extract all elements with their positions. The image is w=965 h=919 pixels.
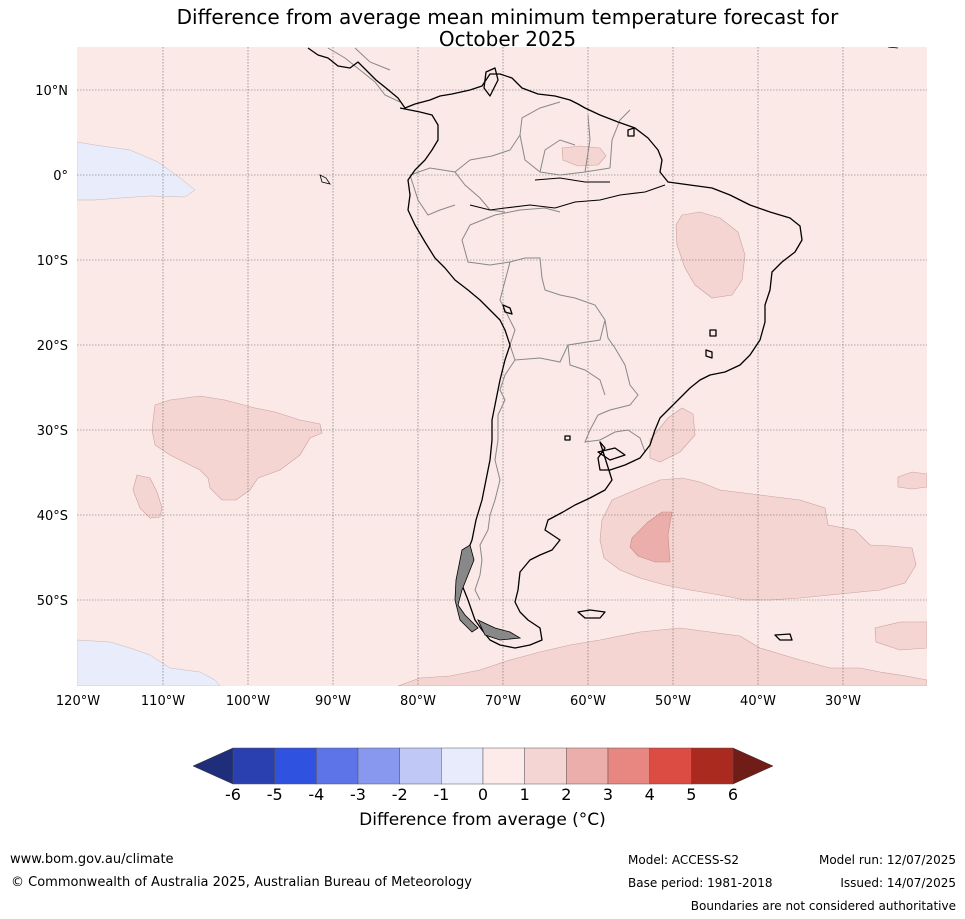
colorbar-segment bbox=[358, 748, 400, 784]
colorbar-segment bbox=[650, 748, 692, 784]
lon-label-40w: 40°W bbox=[740, 694, 776, 709]
lat-label-50s: 50°S bbox=[37, 594, 68, 609]
lon-label-60w: 60°W bbox=[570, 694, 606, 709]
colorbar-segment bbox=[483, 748, 525, 784]
copyright-text: © Commonwealth of Australia 2025, Austra… bbox=[11, 875, 472, 890]
colorbar-segment bbox=[400, 748, 442, 784]
lat-label-10s: 10°S bbox=[37, 254, 68, 269]
colorbar-tick-label: -2 bbox=[392, 785, 408, 804]
colorbar-under-arrow bbox=[193, 748, 233, 784]
colorbar-segment bbox=[566, 748, 608, 784]
colorbar-tick-label: 3 bbox=[603, 785, 613, 804]
website-text: www.bom.gov.au/climate bbox=[10, 852, 174, 867]
lon-label-90w: 90°W bbox=[315, 694, 351, 709]
colorbar-segment bbox=[525, 748, 567, 784]
colorbar-segment bbox=[608, 748, 650, 784]
model-text: Model: ACCESS-S2 bbox=[628, 853, 739, 867]
colorbar-tick-label: -5 bbox=[267, 785, 283, 804]
colorbar-segments bbox=[233, 748, 733, 784]
colorbar-segment bbox=[233, 748, 275, 784]
colorbar: -6 -5 -4 -3 -2 -1 0 1 2 3 4 5 6 bbox=[193, 748, 773, 804]
colorbar-segment bbox=[275, 748, 317, 784]
longitude-labels: 120°W 110°W 100°W 90°W 80°W 70°W 60°W 50… bbox=[56, 694, 861, 709]
colorbar-tick-label: 4 bbox=[645, 785, 655, 804]
disclaimer-text: Boundaries are not considered authoritat… bbox=[691, 899, 956, 913]
colorbar-tick-label: -1 bbox=[433, 785, 449, 804]
lon-label-50w: 50°W bbox=[655, 694, 691, 709]
lon-label-30w: 30°W bbox=[825, 694, 861, 709]
lon-label-110w: 110°W bbox=[141, 694, 185, 709]
colorbar-tick-label: -6 bbox=[225, 785, 241, 804]
colorbar-segment bbox=[441, 748, 483, 784]
model-run-text: Model run: 12/07/2025 bbox=[819, 853, 956, 867]
lat-label-40s: 40°S bbox=[37, 509, 68, 524]
colorbar-ticks: -6 -5 -4 -3 -2 -1 0 1 2 3 4 5 6 bbox=[225, 785, 738, 804]
lat-label-0: 0° bbox=[53, 169, 68, 184]
colorbar-over-arrow bbox=[733, 748, 773, 784]
issued-text: Issued: 14/07/2025 bbox=[840, 876, 956, 890]
lon-label-100w: 100°W bbox=[226, 694, 270, 709]
colorbar-segment bbox=[316, 748, 358, 784]
map-area bbox=[77, 47, 927, 686]
lat-label-20s: 20°S bbox=[37, 339, 68, 354]
lon-label-70w: 70°W bbox=[485, 694, 521, 709]
colorbar-tick-label: 6 bbox=[728, 785, 738, 804]
colorbar-tick-label: 0 bbox=[478, 785, 488, 804]
colorbar-tick-label: -3 bbox=[350, 785, 366, 804]
colorbar-tick-label: 5 bbox=[686, 785, 696, 804]
lat-label-30s: 30°S bbox=[37, 424, 68, 439]
latitude-labels: 10°N 0° 10°S 20°S 30°S 40°S 50°S bbox=[35, 84, 68, 609]
colorbar-tick-label: -4 bbox=[308, 785, 324, 804]
colorbar-segment bbox=[691, 748, 733, 784]
colorbar-tick-label: 1 bbox=[520, 785, 530, 804]
lat-label-10n: 10°N bbox=[35, 84, 68, 99]
lon-label-120w: 120°W bbox=[56, 694, 100, 709]
base-period-text: Base period: 1981-2018 bbox=[628, 876, 773, 890]
colorbar-tick-label: 2 bbox=[561, 785, 571, 804]
colorbar-label: Difference from average (°C) bbox=[0, 810, 965, 830]
lon-label-80w: 80°W bbox=[400, 694, 436, 709]
